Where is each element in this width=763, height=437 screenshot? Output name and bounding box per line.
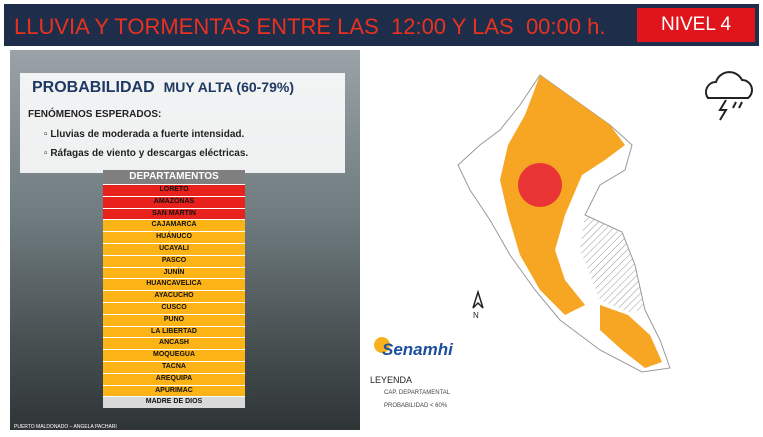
header-bar: LLUVIA Y TORMENTAS ENTRE LAS 12:00 Y LAS… (4, 4, 759, 46)
table-row: JUNÍN (103, 267, 245, 279)
slide: LLUVIA Y TORMENTAS ENTRE LAS 12:00 Y LAS… (0, 0, 763, 437)
table-row: SAN MARTIN (103, 208, 245, 220)
phenomenon: ▫ Lluvias de moderada a fuerte intensida… (44, 129, 244, 140)
table-row: TACNA (103, 361, 245, 373)
table-row: ANCASH (103, 337, 245, 349)
table-row: LA LIBERTAD (103, 326, 245, 338)
legend-item: CAP. DEPARTAMENTAL (384, 390, 450, 396)
legend-item: PROBABILIDAD < 60% (384, 403, 447, 409)
photo-caption: PUERTO MALDONADO – ANGELA PACHARI (14, 424, 117, 430)
map: N (360, 50, 757, 430)
north-arrow: N (473, 292, 483, 320)
table-row: AREQUIPA (103, 373, 245, 385)
phenomenon-text: Lluvias de moderada a fuerte intensidad. (50, 129, 244, 140)
probability-value: MUY ALTA (60-79%) (164, 79, 294, 95)
weather-icon (706, 72, 752, 120)
legend-title: LEYENDA (370, 375, 412, 385)
phenomenon-text: Ráfagas de viento y descargas eléctricas… (50, 148, 248, 159)
probability: PROBABILIDAD MUY ALTA (60-79%) (32, 79, 294, 97)
table-row: LORETO (103, 184, 245, 196)
table-row: HUANCAVELICA (103, 278, 245, 290)
table-row: HUÁNUCO (103, 231, 245, 243)
level-badge: NIVEL 4 (637, 8, 755, 42)
table-row: CAJAMARCA (103, 219, 245, 231)
logo: Senamhi (382, 340, 453, 360)
table-row: APURIMAC (103, 385, 245, 397)
phenomena-title: FENÓMENOS ESPERADOS: (28, 109, 161, 120)
table-row: MADRE DE DIOS (103, 396, 245, 408)
table-row: UCAYALI (103, 243, 245, 255)
table-row: PUNO (103, 314, 245, 326)
header-title: LLUVIA Y TORMENTAS ENTRE LAS 12:00 Y LAS… (14, 14, 605, 40)
table-row: PASCO (103, 255, 245, 267)
table-row: AYACUCHO (103, 290, 245, 302)
probability-label: PROBABILIDAD (32, 79, 155, 96)
table-header: DEPARTAMENTOS (103, 170, 245, 184)
table-row: CUSCO (103, 302, 245, 314)
table-row: MOQUEGUA (103, 349, 245, 361)
high-probability-area (518, 163, 562, 207)
table-row: AMAZONAS (103, 196, 245, 208)
info-box: PROBABILIDAD MUY ALTA (60-79%) FENÓMENOS… (20, 73, 345, 173)
phenomenon: ▫ Ráfagas de viento y descargas eléctric… (44, 148, 248, 159)
svg-text:N: N (473, 311, 479, 320)
